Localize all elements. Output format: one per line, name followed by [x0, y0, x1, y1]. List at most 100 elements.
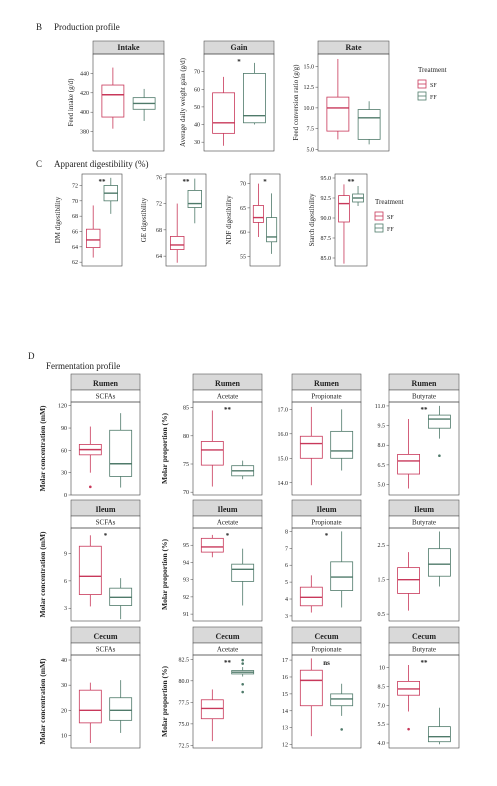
plot-frame — [291, 401, 362, 496]
legend-c-title: Treatment — [375, 198, 404, 206]
plot-frame — [249, 173, 281, 267]
box-ff — [109, 680, 133, 733]
y-tick-label: 70 — [183, 490, 189, 496]
box-sf — [338, 184, 350, 264]
plot-frame — [291, 527, 362, 622]
panel-subtitle: Propionate — [311, 393, 341, 401]
box-iqr — [330, 561, 354, 591]
panel-title: Rumen — [93, 379, 118, 388]
y-tick-label: 1.5 — [378, 578, 386, 584]
panel-title: Gain — [231, 43, 248, 52]
y-tick-label: 4.0 — [378, 741, 386, 747]
panel-subtitle: SCFAs — [96, 646, 116, 654]
y-axis-label: Molar proportion (%) — [160, 413, 169, 484]
box-sf — [78, 535, 102, 607]
box-iqr — [242, 73, 266, 124]
y-tick-label: 11.0 — [375, 404, 385, 410]
y-tick-label: 91 — [183, 612, 189, 618]
y-tick-label: 16.0 — [278, 432, 289, 438]
outlier-point — [241, 662, 244, 665]
y-tick-label: 20 — [61, 708, 67, 714]
box-sf — [200, 410, 224, 487]
box-sf — [86, 205, 101, 258]
panel-intake: Intake 380 400 420 440 Feed intake (g/d) — [67, 40, 165, 152]
y-tick-label: 3 — [64, 606, 67, 612]
y-tick-label: 85 — [183, 406, 189, 412]
y-tick-label: 14 — [282, 709, 288, 715]
y-tick-label: 40 — [194, 123, 200, 129]
y-tick-label: 60 — [194, 87, 200, 93]
y-tick-label: 7.0 — [378, 703, 386, 709]
y-tick-label: 76 — [156, 175, 162, 181]
y-axis-label: Molar concentration (mM) — [38, 658, 47, 745]
y-tick-label: 30 — [194, 140, 200, 146]
y-tick-label: 94 — [183, 560, 189, 566]
box-ff — [330, 683, 354, 731]
y-tick-label: 95 — [183, 543, 189, 549]
y-tick-label: 380 — [80, 130, 89, 136]
y-tick-label: 87.5 — [321, 236, 332, 242]
box-sf — [397, 552, 421, 611]
y-tick-label: 92.5 — [321, 196, 332, 202]
section-d-letter: D — [28, 351, 35, 361]
panel-starch: 85.0 87.5 90.0 92.5 95.0 Starch digestibility… — [308, 173, 368, 267]
y-tick-label: 5.5 — [378, 722, 386, 728]
y-tick-label: 40 — [61, 658, 67, 664]
box-ff — [427, 707, 451, 745]
y-tick-label: 62 — [72, 260, 78, 266]
y-tick-label: 8.5 — [378, 684, 386, 690]
box-iqr — [78, 545, 102, 595]
significance-label: * — [263, 178, 267, 186]
y-tick-label: 6 — [64, 579, 67, 585]
box-ff — [352, 186, 364, 206]
panel-cecum-propionate: Cecum Propionate 12 13 14 15 16 17 ns — [282, 626, 362, 749]
box-ff — [330, 531, 354, 608]
panel-ileum-propionate: Ileum Propionate 3 4 5 6 7 8 * — [285, 499, 362, 622]
y-tick-label: 80.0 — [179, 679, 190, 685]
box-iqr — [169, 236, 185, 250]
y-tick-label: 15.0 — [304, 64, 315, 70]
y-tick-label: 5.0 — [307, 147, 315, 153]
y-axis-label: Molar proportion (%) — [160, 666, 169, 737]
panel-title: Cecum — [94, 632, 118, 641]
y-tick-label: 15.0 — [278, 456, 289, 462]
y-tick-label: 90 — [61, 426, 67, 432]
box-sf — [326, 58, 350, 140]
box-ff — [109, 413, 133, 488]
box-sf — [169, 203, 185, 263]
y-axis-label: Molar concentration (mM) — [38, 531, 47, 618]
panel-title: Ileum — [218, 505, 238, 514]
legend-b-label-ff: FF — [430, 95, 437, 101]
legend-c: Treatment SF FF — [374, 198, 404, 233]
panel-title: Rumen — [314, 379, 339, 388]
box-sf — [252, 183, 264, 237]
outlier-point — [407, 727, 410, 731]
box-iqr — [252, 205, 264, 223]
plot-frame — [70, 527, 141, 622]
y-tick-label: 8.0 — [378, 443, 386, 449]
y-tick-label: 10 — [61, 733, 67, 739]
plot-frame — [317, 53, 390, 152]
y-tick-label: 65 — [240, 206, 246, 212]
panel-subtitle: SCFAs — [96, 519, 116, 527]
outlier-point — [241, 682, 244, 686]
plot-frame — [165, 173, 207, 267]
y-axis-label: Molar proportion (%) — [160, 539, 169, 610]
panel-subtitle: Butyrate — [412, 646, 436, 654]
box-iqr — [200, 537, 224, 553]
panel-ileum-butyrate: Ileum Butyrate 0.5 1.5 2.5 — [378, 499, 460, 622]
box-ff — [132, 88, 156, 121]
outlier-point — [241, 690, 244, 694]
box-iqr — [427, 414, 451, 429]
significance-label: * — [325, 532, 329, 540]
y-tick-label: 0 — [64, 493, 67, 499]
y-tick-label: 30 — [61, 683, 67, 689]
y-tick-label: 72 — [156, 202, 162, 208]
y-tick-label: 12 — [282, 743, 288, 749]
plot-frame — [192, 654, 263, 749]
box-iqr — [187, 190, 203, 208]
panel-subtitle: Propionate — [311, 519, 341, 527]
section-b-letter: B — [36, 22, 42, 32]
y-tick-label: 2.5 — [378, 543, 386, 549]
y-tick-label: 5.0 — [378, 483, 386, 489]
